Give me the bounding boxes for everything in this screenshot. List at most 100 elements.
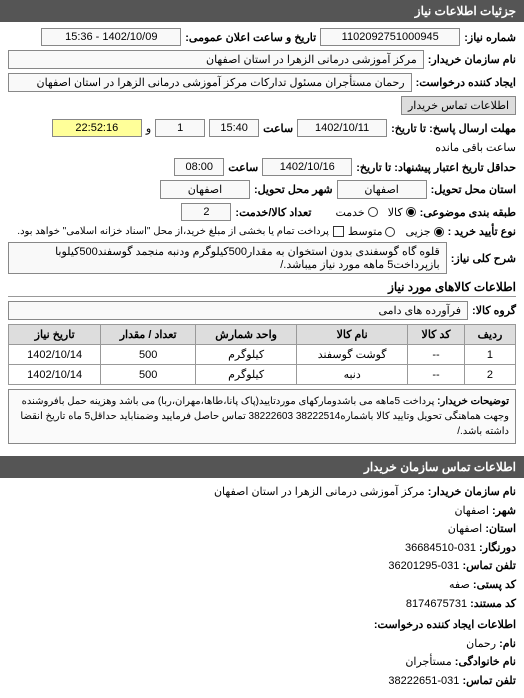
buyer-note-text: پرداخت 5ماهه می باشدومارکهای موردتایید(پ…: [20, 396, 509, 437]
label-req-number: شماره نیاز:: [464, 31, 516, 44]
contact-req-header: اطلاعات ایجاد کننده درخواست:: [8, 617, 516, 635]
field-announce: 1402/10/09 - 15:36: [41, 28, 181, 46]
label-requester: ایجاد کننده درخواست:: [416, 76, 516, 89]
label-remaining-after: ساعت باقی مانده: [435, 141, 516, 154]
section-header-need-details: جزئیات اطلاعات نیاز: [0, 0, 524, 22]
contact-family-line: نام خانوادگی: مستأجران: [8, 654, 516, 672]
row-req-number: شماره نیاز: 1102092751000945 تاریخ و ساع…: [8, 28, 516, 46]
label-buyer-name: نام سازمان خریدار:: [428, 53, 516, 66]
row-buyer-name: نام سازمان خریدار: مرکز آموزشی درمانی ال…: [8, 50, 516, 69]
field-req-number: 1102092751000945: [320, 28, 460, 46]
contact-prov: اصفهان: [448, 523, 482, 535]
table-cell: 2: [464, 365, 515, 385]
field-remaining-time: 22:52:16: [52, 119, 142, 137]
radio-partial[interactable]: جزیی: [405, 225, 443, 238]
contact-prov-line: استان: اصفهان: [8, 521, 516, 539]
table-cell: 500: [101, 365, 196, 385]
radio-label-medium: متوسط: [348, 225, 383, 238]
col-code: کد کالا: [408, 325, 465, 345]
row-confirm-type: نوع تأیید خرید : جزیی متوسط پرداخت تمام …: [8, 225, 516, 238]
contact-prov-label: استان:: [485, 523, 516, 535]
row-validity: حداقل تاریخ اعتبار پیشنهاد: تا تاریخ: 14…: [8, 158, 516, 176]
section-header-contact: اطلاعات تماس سازمان خریدار: [0, 456, 524, 478]
radio-group-classification: کالا خدمت: [335, 206, 415, 219]
header-title: جزئیات اطلاعات نیاز: [415, 4, 516, 18]
contact-reg: 8174675731: [406, 598, 467, 610]
radio-dot-service: [368, 207, 378, 217]
contact-post: صفه: [449, 579, 470, 591]
contact-name-label: نام:: [499, 638, 516, 650]
contact-post-line: کد پستی: صفه: [8, 577, 516, 595]
field-validity-time: 08:00: [174, 158, 224, 176]
label-goods-count: تعداد کالا/خدمت:: [235, 206, 311, 219]
label-time-2: ساعت: [228, 161, 258, 174]
col-qty: تعداد / مقدار: [101, 325, 196, 345]
radio-label-goods: کالا: [388, 206, 403, 219]
contact-reg-label: کد مستند:: [470, 598, 516, 610]
radio-label-partial: جزیی: [405, 225, 430, 238]
contact-city: اصفهان: [454, 505, 488, 517]
col-unit: واحد شمارش: [196, 325, 297, 345]
contact-post-label: کد پستی:: [473, 579, 516, 591]
contact-org-line: نام سازمان خریدار: مرکز آموزشی درمانی ال…: [8, 484, 516, 502]
contact-info-button[interactable]: اطلاعات تماس خریدار: [401, 96, 516, 115]
radio-medium[interactable]: متوسط: [348, 225, 396, 238]
col-name: نام کالا: [297, 325, 408, 345]
field-validity-date: 1402/10/16: [262, 158, 352, 176]
row-delivery-loc: استان محل تحویل: اصفهان شهر محل تحویل: ا…: [8, 180, 516, 199]
label-announce: تاریخ و ساعت اعلان عمومی:: [185, 31, 316, 44]
label-delivery-prov: استان محل تحویل:: [431, 183, 516, 196]
contact-body: نام سازمان خریدار: مرکز آموزشی درمانی ال…: [0, 478, 524, 698]
contact-fax-label: دورنگار:: [479, 542, 516, 554]
field-goods-count: 2: [181, 203, 231, 221]
contact-org-label: نام سازمان خریدار:: [428, 486, 516, 498]
field-buyer-name: مرکز آموزشی درمانی الزهرا در استان اصفها…: [8, 50, 424, 69]
checkbox-note: پرداخت تمام یا بخشی از مبلغ خرید،از محل …: [17, 226, 329, 237]
contact-reg-line: کد مستند: 8174675731: [8, 596, 516, 614]
checkbox-treasury[interactable]: [333, 226, 344, 237]
contact-header: اطلاعات تماس سازمان خریدار: [364, 460, 516, 474]
field-deadline-time: 15:40: [209, 119, 259, 137]
field-count: 1: [155, 119, 205, 137]
field-deadline-date: 1402/10/11: [297, 119, 387, 137]
radio-dot-partial: [434, 227, 444, 237]
contact-family-label: نام خانوادگی:: [455, 656, 516, 668]
row-deadline: مهلت ارسال پاسخ: تا تاریخ: 1402/10/11 سا…: [8, 119, 516, 154]
label-validity: حداقل تاریخ اعتبار پیشنهاد: تا تاریخ:: [356, 161, 516, 174]
row-summary: شرح کلی نیاز: قلوه گاه گوسفندی بدون استخ…: [8, 242, 516, 274]
label-summary: شرح کلی نیاز:: [451, 252, 516, 265]
contact-phone: 031-36201295: [388, 560, 459, 572]
row-classification: طبقه بندی موضوعی: کالا خدمت تعداد کالا/خ…: [8, 203, 516, 221]
radio-label-service: خدمت: [335, 206, 364, 219]
contact-name-line: نام: رحمان: [8, 636, 516, 654]
contact-phone-line: تلفن تماس: 031-36201295: [8, 558, 516, 576]
contact-city-line: شهر: اصفهان: [8, 503, 516, 521]
table-header-row: ردیف کد کالا نام کالا واحد شمارش تعداد /…: [9, 325, 516, 345]
field-goods-group: فرآورده های دامی: [8, 301, 468, 320]
contact-reqphone-label: تلفن تماس:: [462, 675, 516, 687]
contact-org: مرکز آموزشی درمانی الزهرا در استان اصفها…: [214, 486, 425, 498]
table-cell: --: [408, 365, 465, 385]
contact-name: رحمان: [466, 638, 496, 650]
label-confirm: نوع تأیید خرید :: [448, 225, 516, 238]
table-cell: 1: [464, 345, 515, 365]
table-row: 1--گوشت گوسفندکیلوگرم5001402/10/14: [9, 345, 516, 365]
subheader-goods-info: اطلاعات کالاهای مورد نیاز: [8, 280, 516, 297]
table-row: 2--دنبهکیلوگرم5001402/10/14: [9, 365, 516, 385]
label-and: و: [146, 122, 151, 135]
buyer-note-box: توضیحات خریدار: پرداخت 5ماهه می باشدومار…: [8, 389, 516, 444]
label-delivery-city: شهر محل تحویل:: [254, 183, 333, 196]
field-delivery-city: اصفهان: [160, 180, 250, 199]
table-cell: کیلوگرم: [196, 365, 297, 385]
radio-service[interactable]: خدمت: [335, 206, 377, 219]
contact-fax-line: دورنگار: 031-36684510: [8, 540, 516, 558]
radio-group-confirm: جزیی متوسط: [348, 225, 444, 238]
contact-phone-label: تلفن تماس:: [462, 560, 516, 572]
label-time-1: ساعت: [263, 122, 293, 135]
table-cell: 1402/10/14: [9, 345, 101, 365]
table-cell: 500: [101, 345, 196, 365]
goods-table: ردیف کد کالا نام کالا واحد شمارش تعداد /…: [8, 324, 516, 385]
contact-reqphone-line: تلفن تماس: 031-38222651: [8, 673, 516, 691]
radio-goods[interactable]: کالا: [388, 206, 416, 219]
table-cell: --: [408, 345, 465, 365]
